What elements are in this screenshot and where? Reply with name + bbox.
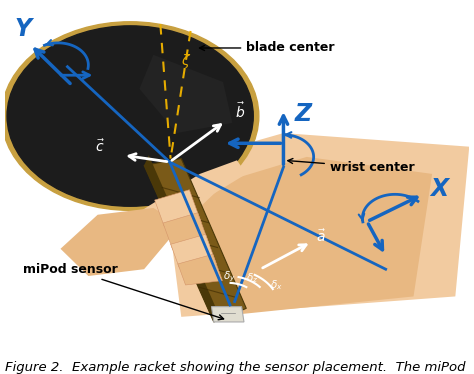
Circle shape bbox=[1, 22, 259, 210]
Text: $\delta_z$: $\delta_z$ bbox=[246, 271, 259, 285]
Text: X: X bbox=[430, 177, 448, 201]
Text: Y: Y bbox=[15, 17, 32, 41]
Text: $\zeta$: $\zeta$ bbox=[181, 52, 191, 70]
Polygon shape bbox=[155, 190, 201, 226]
Polygon shape bbox=[171, 234, 216, 268]
Polygon shape bbox=[178, 254, 222, 285]
Polygon shape bbox=[211, 307, 244, 322]
Text: wrist center: wrist center bbox=[288, 159, 415, 174]
Text: Z: Z bbox=[295, 102, 312, 126]
Text: $\delta_y$: $\delta_y$ bbox=[223, 270, 236, 284]
Polygon shape bbox=[135, 160, 246, 229]
Polygon shape bbox=[163, 213, 210, 249]
Text: blade center: blade center bbox=[200, 42, 335, 55]
Text: $\vec{a}$: $\vec{a}$ bbox=[316, 229, 326, 245]
Polygon shape bbox=[181, 157, 432, 317]
Text: $\vec{c}$: $\vec{c}$ bbox=[95, 138, 105, 155]
Text: $\vec{b}$: $\vec{b}$ bbox=[235, 101, 245, 121]
Polygon shape bbox=[144, 159, 246, 322]
Text: Figure 2.  Example racket showing the sensor placement.  The miPod: Figure 2. Example racket showing the sen… bbox=[5, 361, 465, 374]
Polygon shape bbox=[167, 133, 469, 317]
Text: miPod sensor: miPod sensor bbox=[23, 263, 224, 320]
Circle shape bbox=[7, 26, 253, 206]
Polygon shape bbox=[144, 155, 216, 322]
Polygon shape bbox=[139, 55, 232, 133]
Polygon shape bbox=[61, 208, 181, 276]
Text: $\delta_x$: $\delta_x$ bbox=[270, 278, 282, 292]
